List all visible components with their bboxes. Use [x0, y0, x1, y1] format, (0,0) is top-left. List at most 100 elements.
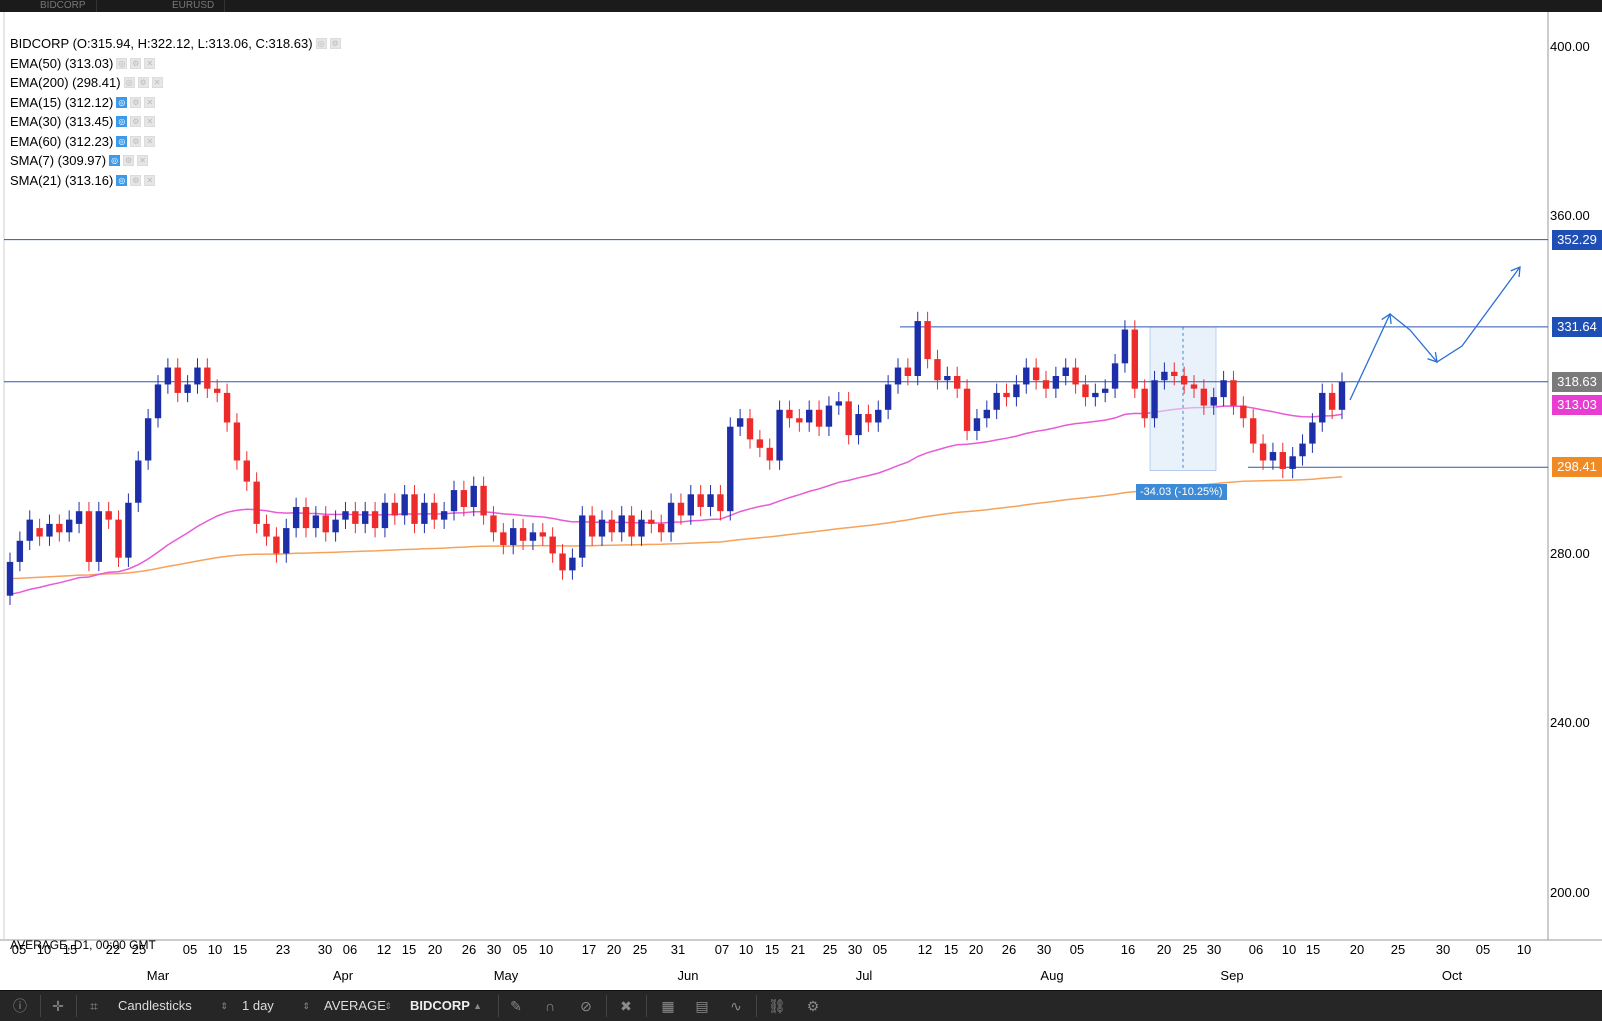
- remove-icon[interactable]: ✕: [151, 77, 163, 89]
- chart-area[interactable]: BIDCORP (O:315.94, H:322.12, L:313.06, C…: [0, 12, 1602, 990]
- crop-icon[interactable]: ⌗: [90, 998, 98, 1014]
- candle-body: [1230, 380, 1237, 406]
- candle-body: [233, 422, 241, 461]
- settings-icon[interactable]: ⚙: [130, 174, 142, 186]
- tab-eurusd[interactable]: EURUSD: [162, 0, 226, 12]
- indicator-icon[interactable]: ∿: [730, 998, 742, 1014]
- candle-body: [1240, 405, 1247, 419]
- settings-icon[interactable]: ⚙: [130, 57, 142, 69]
- arrow-head-icon: [1381, 312, 1392, 325]
- price-chart[interactable]: [0, 12, 1602, 990]
- candle-body: [431, 502, 438, 520]
- price-tag-last: 318.63: [1552, 372, 1602, 392]
- visibility-toggle-icon[interactable]: ◎: [109, 155, 121, 167]
- toolbar-divider: [606, 995, 607, 1017]
- symbol-value: BIDCORP: [410, 998, 470, 1013]
- visibility-toggle-icon[interactable]: ◎: [116, 96, 128, 108]
- candle-body: [1121, 329, 1129, 364]
- candle-body: [292, 506, 300, 529]
- candle-body: [658, 523, 665, 533]
- settings-icon[interactable]: ⚙: [137, 77, 149, 89]
- candle-body: [1338, 381, 1346, 410]
- candle-body: [865, 414, 872, 423]
- visibility-toggle-icon[interactable]: ◎: [116, 57, 128, 69]
- candle-body: [608, 519, 616, 533]
- x-axis-day-label: 23: [275, 942, 291, 957]
- candle-body: [1259, 443, 1267, 461]
- candle-body: [411, 494, 418, 524]
- symbol-select[interactable]: BIDCORP ▲: [404, 996, 488, 1016]
- info-icon[interactable]: ⓘ: [13, 998, 27, 1014]
- trash-icon[interactable]: ✖: [620, 998, 632, 1014]
- x-axis-day-label: 26: [1001, 942, 1017, 957]
- candle-body: [717, 494, 724, 512]
- price-tag-resistance: 331.64: [1552, 317, 1602, 337]
- toolbar-divider: [498, 995, 499, 1017]
- gear-icon[interactable]: ⚙: [806, 998, 820, 1014]
- toolbar-divider: [76, 995, 77, 1017]
- candle-body: [174, 367, 181, 393]
- chart-info-label: AVERAGE, D1, 00:00 GMT: [10, 938, 156, 952]
- candle-body: [75, 511, 83, 524]
- candle-body: [973, 418, 981, 431]
- candle-body: [1131, 329, 1138, 389]
- x-axis-day-label: 20: [1349, 942, 1365, 957]
- remove-icon[interactable]: ✕: [144, 96, 156, 108]
- candle-body: [687, 494, 694, 516]
- candle-body: [154, 384, 162, 419]
- legend-indicator-label: EMA(60) (312.23): [10, 133, 114, 149]
- candle-body: [1309, 422, 1316, 444]
- timeframe-select[interactable]: 1 day ⇕: [236, 996, 316, 1016]
- remove-icon[interactable]: ✕: [144, 174, 156, 186]
- candle-body: [66, 519, 73, 533]
- candle-body: [401, 494, 408, 516]
- candle-body: [944, 376, 951, 381]
- remove-icon[interactable]: ✕: [144, 116, 156, 128]
- save-layout-icon[interactable]: ▤: [695, 998, 709, 1014]
- settings-icon[interactable]: ⚙: [329, 38, 341, 50]
- x-axis-month-label: Aug: [1040, 968, 1064, 983]
- settings-icon[interactable]: ⚙: [123, 155, 135, 167]
- candle-body: [105, 511, 112, 520]
- candle-body: [954, 376, 961, 389]
- candle-body: [519, 528, 527, 541]
- legend-indicator-row: EMA(60) (312.23) ◎ ⚙ ✕: [10, 132, 341, 152]
- remove-icon[interactable]: ✕: [144, 135, 156, 147]
- visibility-toggle-icon[interactable]: ◎: [315, 38, 327, 50]
- arrow-head-icon: [1510, 265, 1521, 278]
- x-axis-day-label: 15: [943, 942, 959, 957]
- tab-bidcorp[interactable]: BIDCORP: [30, 0, 97, 12]
- arrow-head-icon: [1427, 352, 1438, 363]
- layout-grid-icon[interactable]: ▦: [661, 998, 675, 1014]
- settings-icon[interactable]: ⚙: [130, 116, 142, 128]
- candle-body: [1328, 392, 1336, 410]
- chevron-up-icon: ▲: [473, 1001, 482, 1011]
- visibility-toggle-icon[interactable]: ◎: [116, 116, 128, 128]
- crosshair-icon[interactable]: ✛: [52, 998, 64, 1014]
- y-axis-tick: 240.00: [1550, 715, 1590, 730]
- price-tag-ema200: 298.41: [1552, 457, 1602, 477]
- legend-indicator-row: EMA(15) (312.12) ◎ ⚙ ✕: [10, 93, 341, 113]
- candle-body: [273, 536, 280, 554]
- chart-type-select[interactable]: Candlesticks ⇕: [112, 996, 234, 1016]
- settings-icon[interactable]: ⚙: [130, 96, 142, 108]
- x-axis-day-label: 25: [131, 942, 147, 957]
- visibility-toggle-icon[interactable]: ◎: [116, 135, 128, 147]
- remove-icon[interactable]: ✕: [144, 57, 156, 69]
- visibility-toggle-icon[interactable]: ◎: [123, 77, 135, 89]
- x-axis-day-label: 22: [105, 942, 121, 957]
- x-axis-day-label: 25: [1390, 942, 1406, 957]
- hide-drawings-icon[interactable]: ⊘: [580, 998, 592, 1014]
- legend-indicator-row: SMA(7) (309.97) ◎ ⚙ ✕: [10, 151, 341, 171]
- candle-body: [46, 523, 53, 537]
- select-arrow-icon: ⇕: [302, 1001, 310, 1011]
- settings-icon[interactable]: ⚙: [130, 135, 142, 147]
- link-icon[interactable]: ⛓: [768, 998, 786, 1014]
- visibility-toggle-icon[interactable]: ◎: [116, 174, 128, 186]
- candle-body: [204, 367, 211, 389]
- template-select[interactable]: AVERAGE ⇕: [318, 996, 398, 1016]
- pencil-icon[interactable]: ✎: [510, 998, 522, 1014]
- candle-body: [302, 506, 310, 529]
- remove-icon[interactable]: ✕: [137, 155, 149, 167]
- magnet-icon[interactable]: ∩: [544, 998, 556, 1014]
